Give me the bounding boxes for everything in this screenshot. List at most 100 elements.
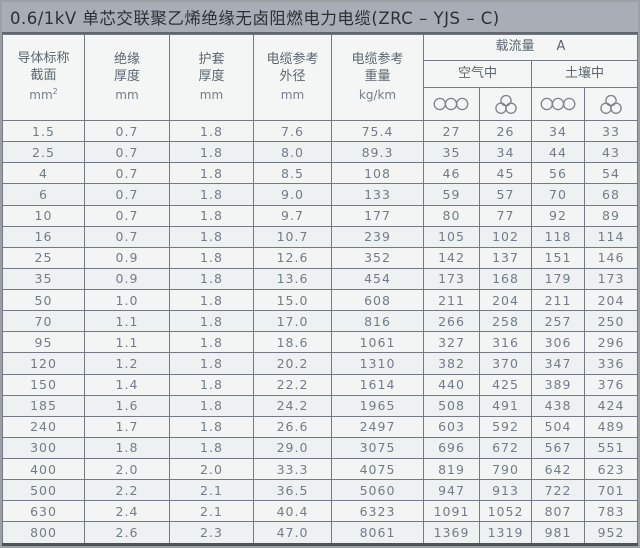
cell: 800 xyxy=(2,521,85,546)
cell: 46 xyxy=(423,162,480,185)
cell: 68 xyxy=(584,183,638,206)
cell: 1369 xyxy=(423,521,480,546)
cell: 10 xyxy=(2,204,85,227)
cell: 105 xyxy=(423,225,480,248)
col-header-line: 护套 xyxy=(198,51,225,67)
cell: 0.7 xyxy=(84,183,170,206)
cell: 952 xyxy=(584,521,638,546)
cell: 400 xyxy=(2,457,85,481)
cell: 2497 xyxy=(331,415,424,438)
cell: 16 xyxy=(2,225,85,248)
cell: 1.8 xyxy=(169,141,254,164)
cell: 300 xyxy=(2,436,85,460)
cell: 8.0 xyxy=(253,141,332,164)
table-row: 16 0.7 1.8 10.7 239 105 102 118 114 xyxy=(2,225,638,248)
col-header-line: 厚度 xyxy=(198,68,225,84)
cell: 1.8 xyxy=(169,436,254,460)
table-row: 800 2.6 2.3 47.0 8061 1369 1319 981 952 xyxy=(2,521,638,546)
cell: 50 xyxy=(2,288,85,312)
cell: 25 xyxy=(2,246,85,269)
cell: 1319 xyxy=(479,521,532,546)
col-header-in-soil: 土壤中 xyxy=(531,60,638,88)
cell: 1.8 xyxy=(169,267,254,291)
table-row: 1.5 0.7 1.8 7.6 75.4 27 26 34 33 xyxy=(2,119,638,143)
cell: 440 xyxy=(423,373,480,396)
cell: 4 xyxy=(2,162,85,185)
cell: 316 xyxy=(479,331,532,354)
col-header-unit: kg/km xyxy=(358,87,397,102)
cell: 26.6 xyxy=(253,415,332,438)
cell: 59 xyxy=(423,183,480,206)
cell: 35 xyxy=(2,267,85,291)
table-row: 35 0.9 1.8 13.6 454 173 168 179 173 xyxy=(2,267,638,291)
cell: 114 xyxy=(584,225,638,248)
cell: 92 xyxy=(531,204,585,227)
col-header-line: 截面 xyxy=(30,68,57,84)
cell: 592 xyxy=(479,415,532,438)
col-header-in-air: 空气中 xyxy=(423,60,532,88)
cell: 211 xyxy=(531,288,585,312)
cell: 17.0 xyxy=(253,310,332,333)
table-row: 120 1.2 1.8 20.2 1310 382 370 347 336 xyxy=(2,352,638,375)
cell: 15.0 xyxy=(253,288,332,312)
cell: 2.1 xyxy=(169,500,254,523)
cell: 45 xyxy=(479,162,532,185)
cell: 179 xyxy=(531,267,585,291)
cell: 36.5 xyxy=(253,479,332,502)
cell: 504 xyxy=(531,415,585,438)
cell: 2.1 xyxy=(169,479,254,502)
cell: 1052 xyxy=(479,500,532,523)
cell: 8.5 xyxy=(253,162,332,185)
table-row: 10 0.7 1.8 9.7 177 80 77 92 89 xyxy=(2,204,638,227)
table-row: 500 2.2 2.1 36.5 5060 947 913 722 701 xyxy=(2,479,638,502)
cell: 18.6 xyxy=(253,331,332,354)
cell: 34 xyxy=(531,119,585,143)
cell: 77 xyxy=(479,204,532,227)
cell: 425 xyxy=(479,373,532,396)
cell: 1.8 xyxy=(84,436,170,460)
cell: 44 xyxy=(531,141,585,164)
cell: 701 xyxy=(584,479,638,502)
cell: 981 xyxy=(531,521,585,546)
col-header-line: 厚度 xyxy=(113,68,140,84)
cell: 623 xyxy=(584,457,638,481)
cell: 603 xyxy=(423,415,480,438)
cell: 240 xyxy=(2,415,85,438)
cell: 1.1 xyxy=(84,310,170,333)
cell: 43 xyxy=(584,141,638,164)
cell: 257 xyxy=(531,310,585,333)
cell: 80 xyxy=(423,204,480,227)
cell: 1.4 xyxy=(84,373,170,396)
cell: 108 xyxy=(331,162,424,185)
table-row: 6 0.7 1.8 9.0 133 59 57 70 68 xyxy=(2,183,638,206)
cell: 489 xyxy=(584,415,638,438)
cell: 150 xyxy=(2,373,85,396)
cell: 1.5 xyxy=(2,119,85,143)
cell: 0.7 xyxy=(84,204,170,227)
soil-trefoil-arrangement-header xyxy=(584,87,638,121)
cell: 1.8 xyxy=(169,204,254,227)
cell: 454 xyxy=(331,267,424,291)
cell: 370 xyxy=(479,352,532,375)
cell: 6323 xyxy=(331,500,424,523)
table-body: 1.5 0.7 1.8 7.6 75.4 27 26 34 33 2.5 0.7 1.8 8.0 89.3… xyxy=(2,119,638,546)
col-header-line: 重量 xyxy=(364,68,391,84)
cell: 258 xyxy=(479,310,532,333)
three-circles-trefoil-icon xyxy=(494,94,517,114)
col-header-insulation-thickness: 绝缘 厚度 mm xyxy=(84,34,170,121)
cell: 389 xyxy=(531,373,585,396)
col-header-line: 电缆参考 xyxy=(351,51,404,67)
cell: 54 xyxy=(584,162,638,185)
table-row: 50 1.0 1.8 15.0 608 211 204 211 204 xyxy=(2,288,638,312)
cell: 0.7 xyxy=(84,119,170,143)
col-header-unit: mm xyxy=(280,87,305,102)
cell: 13.6 xyxy=(253,267,332,291)
cell: 491 xyxy=(479,394,532,417)
cell: 2.6 xyxy=(84,521,170,546)
table-row: 400 2.0 2.0 33.3 4075 819 790 642 623 xyxy=(2,457,638,481)
cell: 70 xyxy=(531,183,585,206)
col-header-weight: 电缆参考 重量 kg/km xyxy=(331,34,424,121)
cell: 306 xyxy=(531,331,585,354)
cell: 327 xyxy=(423,331,480,354)
cell: 1.8 xyxy=(169,225,254,248)
